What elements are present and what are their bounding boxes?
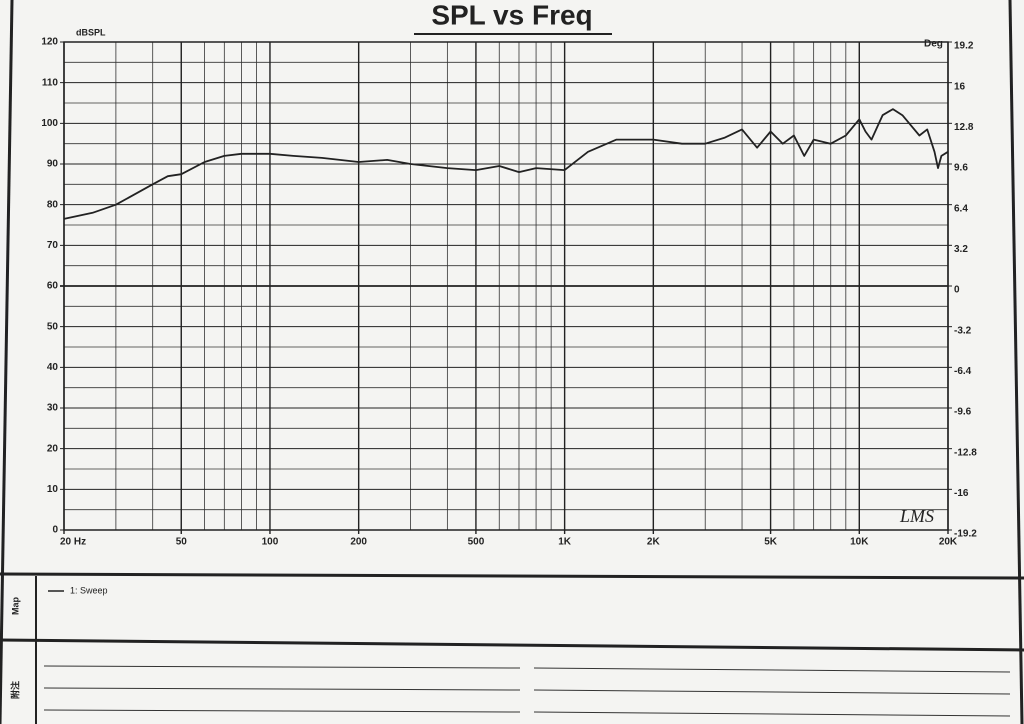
y-tick-label: 50	[47, 321, 59, 332]
x-tick-label: 500	[468, 537, 485, 548]
y2-tick-label: -9.6	[954, 407, 972, 418]
y-axis-label: dBSPL	[76, 27, 106, 37]
y-tick-label: 0	[52, 525, 58, 536]
y-tick-label: 120	[41, 37, 58, 48]
y2-tick-label: 6.4	[954, 203, 968, 214]
legend-label: 1: Sweep	[70, 585, 108, 595]
y2-tick-label: 9.6	[954, 163, 968, 174]
y-tick-label: 110	[42, 77, 59, 88]
y2-tick-label: -19.2	[954, 529, 977, 540]
plot-frame	[63, 41, 949, 531]
x-tick-label: 200	[350, 537, 367, 548]
data-line	[63, 108, 949, 220]
x-tick-label: 10K	[850, 537, 869, 548]
panel-border	[0, 572, 1024, 580]
y-tick-label: 60	[47, 281, 59, 292]
y-tick-label: 10	[47, 484, 59, 495]
y2-tick-label: 16	[954, 81, 966, 92]
y-tick-label: 40	[47, 362, 59, 373]
y-tick-label: 70	[47, 240, 59, 251]
y2-tick-label: -3.2	[954, 325, 972, 336]
y2-tick-label: 3.2	[954, 244, 968, 255]
y2-tick-label: -16	[954, 488, 969, 499]
y2-tick-label: -6.4	[954, 366, 972, 377]
x-tick-label: 20K	[939, 537, 958, 548]
y2-tick-label: -12.8	[954, 447, 977, 458]
page-border	[1008, 0, 1024, 724]
panel-border	[0, 638, 1024, 652]
y-tick-label: 80	[47, 199, 59, 210]
x-tick-label: 20 Hz	[60, 537, 86, 548]
x-tick-label: 2K	[647, 537, 661, 548]
y-tick-label: 30	[47, 403, 59, 414]
y-tick-label: 20	[47, 443, 59, 454]
logo: LMS	[899, 506, 934, 526]
x-tick-label: 100	[262, 537, 279, 548]
note-lines	[43, 665, 1011, 717]
panel-label: 附注	[9, 681, 20, 699]
chart-title: SPL vs Freq	[431, 0, 592, 30]
y-tick-label: 100	[41, 118, 58, 129]
x-tick-label: 5K	[764, 537, 778, 548]
y-tick-label: 90	[47, 159, 59, 170]
x-tick-label: 50	[176, 537, 188, 548]
page-border	[0, 0, 14, 724]
y2-tick-label: 0	[954, 285, 960, 296]
panel-label: Map	[10, 596, 20, 615]
x-tick-label: 1K	[558, 537, 572, 548]
y2-tick-label: 19.2	[954, 41, 974, 52]
y2-tick-label: 12.8	[954, 122, 974, 133]
y2-axis-label: Deg	[924, 39, 943, 50]
